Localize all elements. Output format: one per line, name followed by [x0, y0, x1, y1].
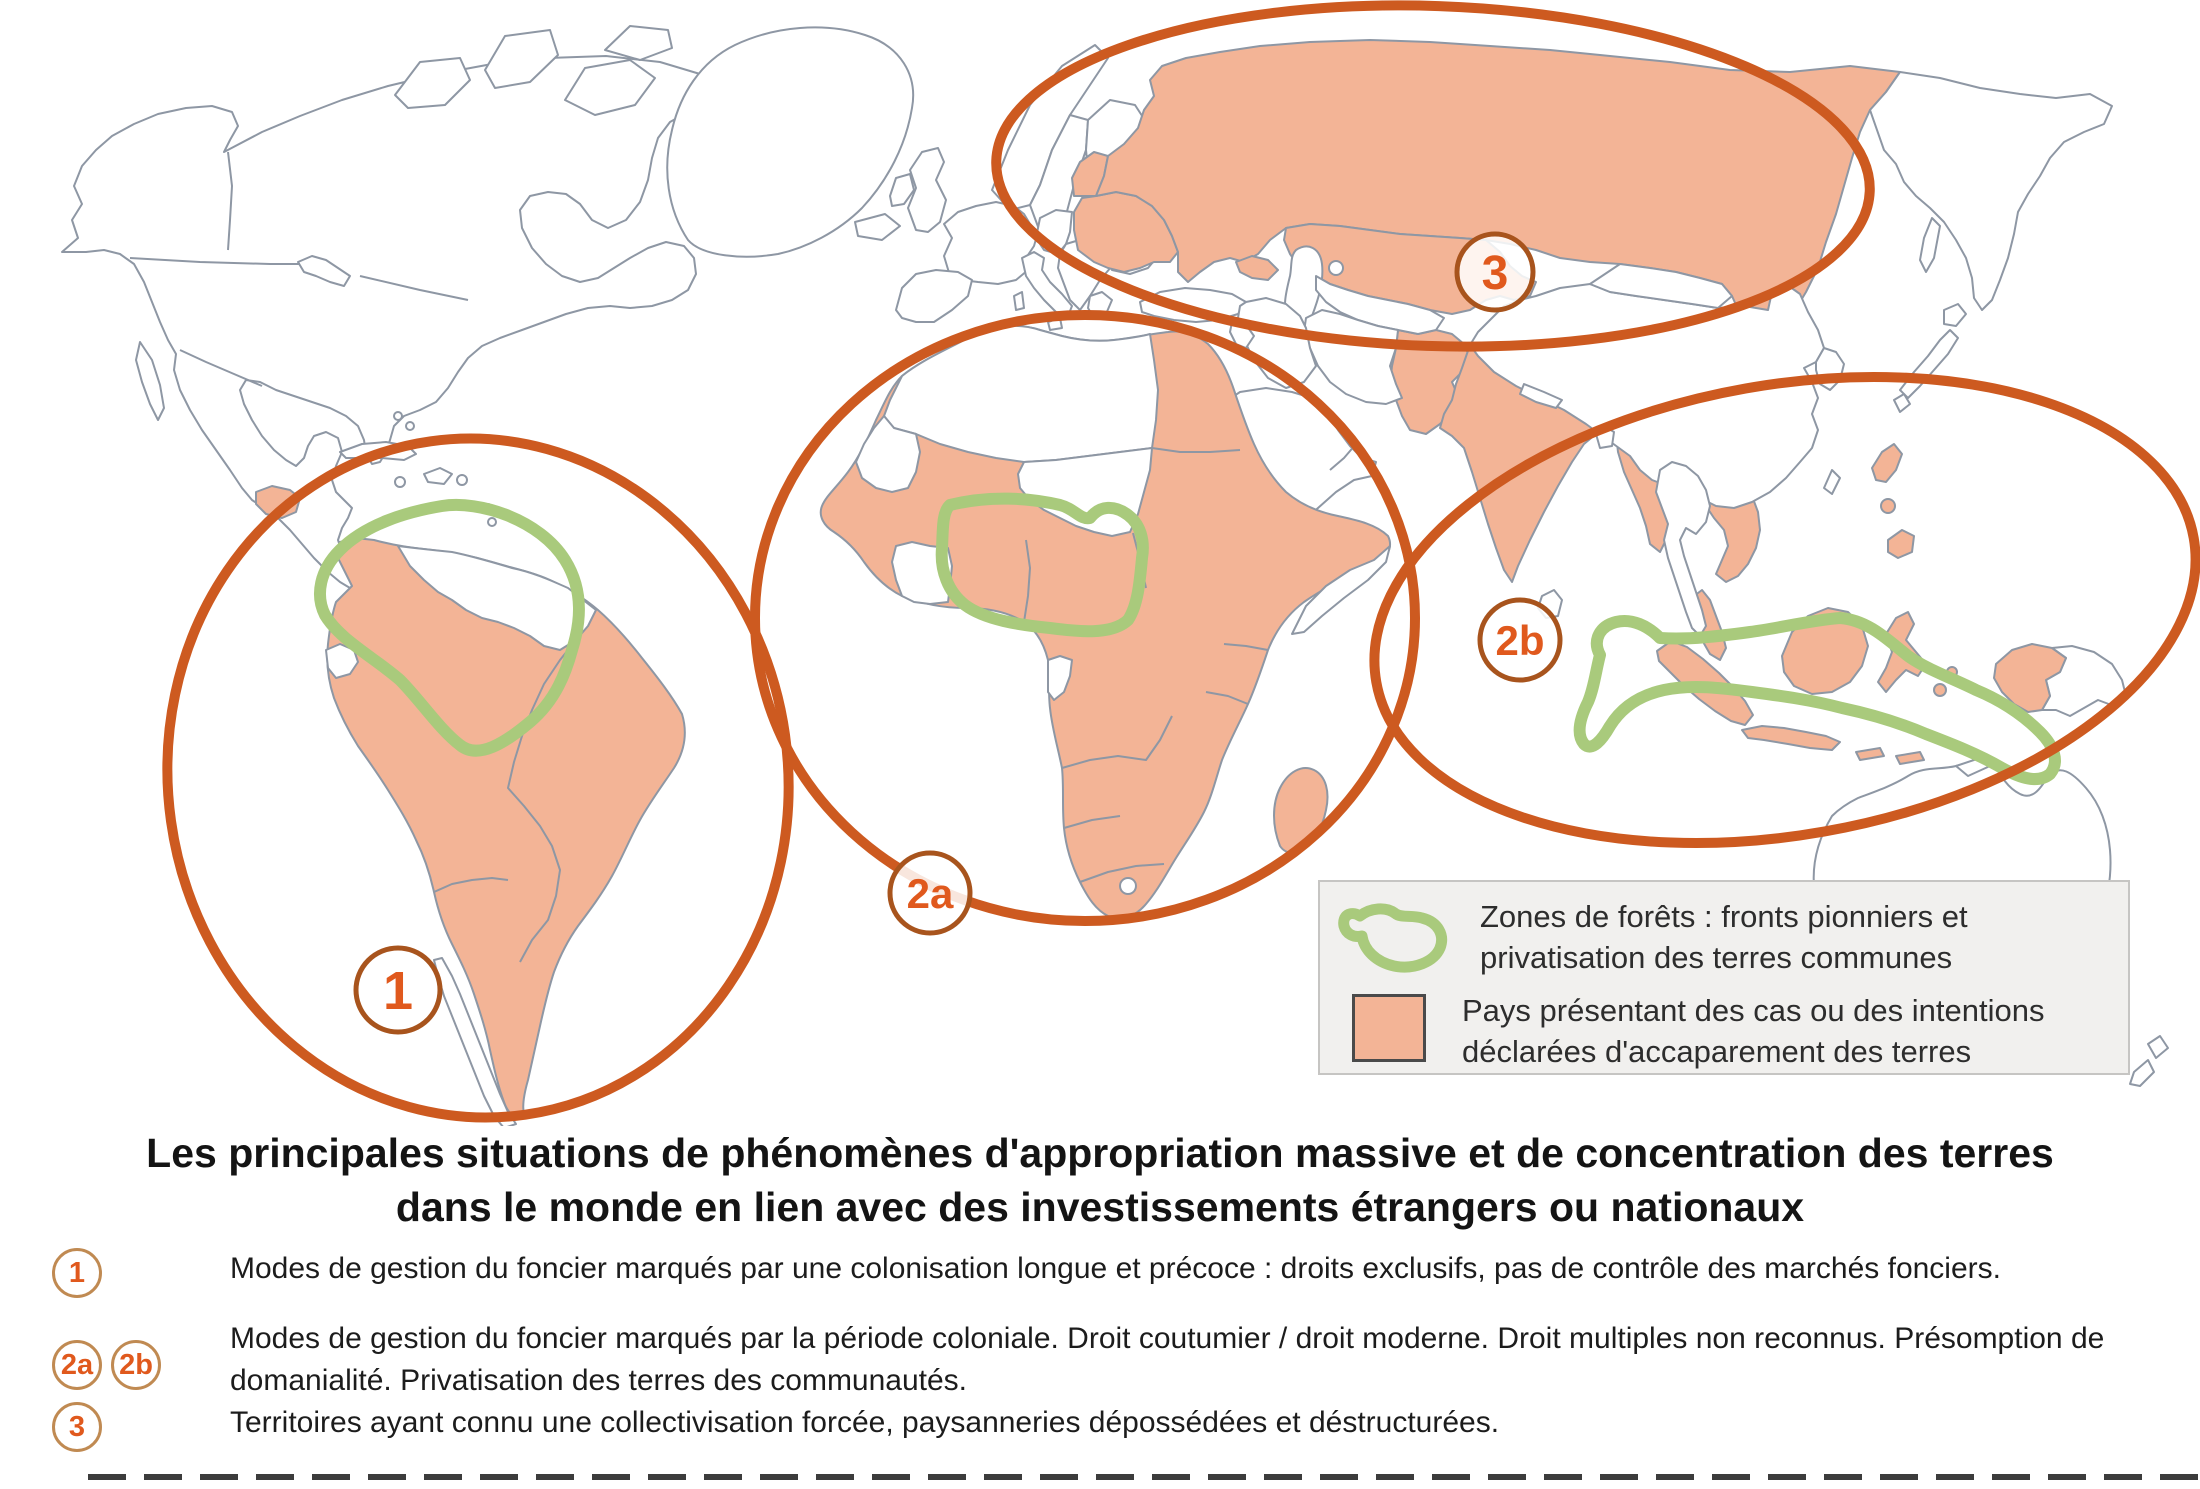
nepal [1519, 383, 1563, 409]
bottom-divider [88, 1474, 2200, 1480]
map-legend: Zones de forêts : fronts pionniers et pr… [1318, 880, 2130, 1075]
antilles [487, 517, 497, 527]
legend-entry-forest: Zones de forêts : fronts pionniers et pr… [1338, 896, 2120, 988]
iberia [895, 269, 973, 323]
new-zealand-north [2147, 1035, 2169, 1059]
legend-forest-label: Zones de forêts : fronts pionniers et pr… [1480, 899, 1968, 975]
jamaica [394, 476, 406, 488]
zone-marker-3-label: 3 [1482, 247, 1509, 300]
puerto-rico [456, 474, 468, 486]
new-zealand-south [2129, 1059, 2155, 1087]
zone-marker-1-label: 1 [383, 961, 413, 1021]
bahamas [405, 421, 415, 431]
guatemala [255, 485, 301, 519]
caucasus [1235, 255, 1279, 281]
philippines-visayas [1880, 498, 1896, 514]
lesser-sunda [1855, 747, 1885, 761]
footnote-marker-3: 3 [52, 1402, 102, 1452]
philippines-luzon [1871, 443, 1903, 483]
zone-marker-2a: 2a [887, 850, 973, 936]
footnote-zone3-markers: 3 [52, 1402, 202, 1452]
iceland [854, 213, 901, 241]
arctic-island [394, 57, 471, 109]
java [1741, 725, 1841, 751]
taiwan [1823, 469, 1841, 495]
moluccas [1933, 683, 1947, 697]
borneo [1781, 607, 1869, 695]
zone-marker-2a-label: 2a [907, 870, 954, 917]
japan-kyushu [1893, 393, 1911, 413]
footnote-zone3-text: Territoires ayant connu une collectivisa… [230, 1406, 1500, 1439]
venezuela-guianas [397, 545, 597, 651]
united-kingdom [907, 147, 947, 233]
central-asia [1315, 275, 1445, 335]
mauritania [855, 415, 921, 493]
gabon [1047, 655, 1073, 701]
sardinia [1013, 291, 1025, 311]
forest-zone-central-africa [935, 492, 1149, 638]
forest-zones [314, 492, 2061, 786]
aral-sea [1328, 260, 1344, 276]
forest-zone-icon [1338, 903, 1448, 973]
somalia [1291, 545, 1391, 635]
thailand [1655, 461, 1711, 637]
zone-ellipse-3 [991, 0, 1875, 352]
ireland [889, 173, 915, 207]
new-guinea-west [1993, 643, 2067, 713]
baja-california [135, 341, 165, 421]
philippines-mindanao [1887, 529, 1915, 559]
mongolia [1589, 263, 1733, 309]
footnote-zone1-markers: 1 [52, 1248, 202, 1298]
sakhalin [1919, 217, 1941, 273]
zone-ellipse-2a [750, 310, 1420, 926]
country-color-swatch [1352, 994, 1426, 1062]
arctic-island [604, 25, 673, 61]
zone-marker-1: 1 [353, 945, 443, 1035]
arctic-island [564, 59, 656, 116]
lesotho [1119, 877, 1137, 895]
zone-ellipses [162, 0, 2200, 1123]
madagascar [1273, 767, 1329, 854]
zone-marker-2b-label: 2b [1495, 617, 1544, 664]
footnote-marker-1: 1 [52, 1248, 102, 1298]
ecuador [325, 643, 359, 679]
forest-zone-amazon [314, 499, 585, 757]
map-title-line1: Les principales situations de phénomènes… [146, 1130, 2054, 1176]
country-borders [129, 151, 1357, 963]
greenland [666, 26, 915, 258]
arctic-island [484, 29, 559, 89]
zone-marker-3: 3 [1454, 231, 1536, 313]
footnote-zone1: 1 Modes de gestion du foncier marqués pa… [52, 1248, 2162, 1298]
japan-hokkaido [1943, 303, 1967, 327]
north-america [61, 55, 715, 589]
bahamas [393, 411, 403, 421]
map-title-line2: dans le monde en lien avec des investiss… [395, 1184, 1805, 1230]
northeast-siberia [1869, 71, 2113, 311]
map-title: Les principales situations de phénomènes… [0, 1126, 2200, 1234]
footnote-zone2: 2a 2b Modes de gestion du foncier marqué… [52, 1318, 2162, 1402]
world-map: 1 2a 2b 3 [61, 0, 2200, 1126]
chile [433, 957, 517, 1126]
footnote-zone3: 3 Territoires ayant connu une collectivi… [52, 1402, 2162, 1452]
japan-honshu [1899, 329, 1959, 399]
legend-countries-label: Pays présentant des cas ou des intention… [1462, 993, 2045, 1069]
continent-outlines [61, 25, 1159, 589]
footnote-zone2-text: Modes de gestion du foncier marqués par … [230, 1322, 2105, 1397]
italy [1021, 251, 1073, 317]
footnote-zone1-text: Modes de gestion du foncier marqués par … [230, 1252, 2001, 1285]
footnote-marker-2a: 2a [52, 1340, 102, 1390]
south-america-main [326, 537, 686, 1118]
lesser-sunda [1895, 751, 1925, 765]
hispaniola [423, 467, 453, 485]
zone-ellipse-2b [1369, 371, 2200, 849]
footnote-marker-2b: 2b [111, 1340, 161, 1390]
south-america [255, 411, 686, 1126]
zone-marker-2b: 2b [1477, 597, 1563, 683]
forest-zone-southeast-asia [1573, 612, 2061, 786]
footnote-zone2-markers: 2a 2b [52, 1340, 202, 1390]
legend-entry-countries: Pays présentant des cas ou des intention… [1338, 990, 2102, 1072]
